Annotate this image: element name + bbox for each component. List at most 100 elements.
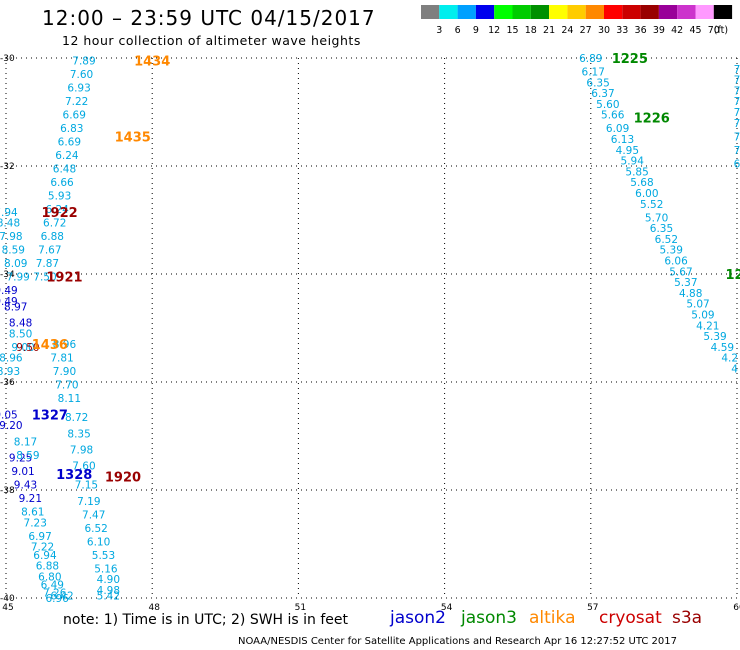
wave-height-value: 7.47	[82, 509, 105, 521]
wave-height-value: 7.22	[31, 542, 54, 554]
wave-height-value: 5.53	[92, 550, 115, 562]
color-bin	[567, 5, 586, 19]
wave-height-value: 8.09	[4, 258, 27, 270]
color-bin	[695, 5, 714, 19]
color-bin-label: 18	[525, 25, 537, 36]
color-bin	[658, 5, 678, 19]
color-bin	[494, 5, 513, 19]
x-tick-label: 54	[441, 603, 453, 613]
wave-height-value: 6	[734, 158, 740, 170]
wave-height-value: 6.00	[635, 188, 658, 200]
wave-height-value: 7.15	[75, 480, 98, 492]
wave-height-value: 6.88	[41, 231, 64, 243]
wave-height-value: 7.67	[38, 245, 61, 257]
pass-time-label: 1434	[134, 55, 170, 70]
wave-height-value: 6.09	[606, 123, 629, 135]
wave-height-value: 7.98	[0, 231, 23, 243]
wave-height-value: 8.50	[9, 328, 32, 340]
wave-height-value: 5.37	[674, 277, 697, 289]
wave-height-value: 5.67	[669, 266, 692, 278]
wave-height-value: 7.90	[53, 366, 76, 378]
note-text: note: 1) Time is in UTC; 2) SWH is in fe…	[63, 612, 349, 628]
wave-height-value: 8.48	[9, 318, 32, 330]
wave-height-value: 5.66	[601, 110, 625, 122]
wave-height-value: 6.13	[611, 134, 634, 146]
wave-height-value: 6.69	[58, 137, 81, 149]
color-bin-label: 39	[653, 25, 665, 36]
wave-height-value: 7.89	[72, 56, 95, 68]
color-bin	[622, 5, 641, 19]
wave-height-value: 6.48	[53, 164, 76, 176]
wave-height-value: 9.49	[0, 296, 18, 308]
wave-height-value: 7.70	[55, 380, 78, 392]
legend-jason3: jason3	[461, 608, 517, 628]
color-bin	[457, 5, 476, 19]
page-subtitle: 12 hour collection of altimeter wave hei…	[62, 33, 361, 48]
color-bin-label: 42	[671, 25, 683, 36]
wave-height-value: 4.59	[711, 342, 734, 354]
color-unit-label: (ft)	[714, 25, 728, 36]
color-bin	[512, 5, 531, 19]
color-bin	[713, 5, 733, 19]
wave-height-value: 7	[734, 118, 740, 130]
wave-height-value: 6.94	[33, 550, 57, 562]
wave-height-value: 4.90	[97, 574, 120, 586]
wave-height-value: 6.49	[41, 580, 64, 592]
pass-time-label: 1920	[105, 471, 141, 486]
wave-height-value: 6.37	[591, 88, 614, 100]
wave-height-value: 5.07	[686, 299, 709, 311]
wave-height-value: 7.94	[0, 207, 18, 219]
wave-height-value: 9.25	[9, 453, 32, 465]
y-tick-label: -30	[0, 54, 15, 64]
wave-height-value: 8.48	[0, 218, 20, 230]
wave-height-value: 8.35	[67, 428, 90, 440]
color-bin	[530, 5, 550, 19]
wave-height-value: 7.26	[43, 588, 67, 600]
wave-height-value: 9.50	[16, 342, 39, 354]
wave-height-value: 9.21	[19, 493, 42, 505]
x-tick-label: 60	[733, 603, 740, 613]
pass-time-label: 1435	[115, 130, 151, 145]
wave-height-value: 5.39	[660, 245, 683, 257]
color-bin	[421, 5, 440, 19]
color-scale-legend: 3 6 9 12 15 18 21 24 27 30 33 36 39 42 45 70(ft)	[421, 5, 733, 36]
color-bin-label: 12	[488, 25, 500, 36]
wave-height-value: 6.66	[50, 177, 74, 189]
color-bin	[604, 5, 623, 19]
wave-height-value: 4.21	[696, 320, 719, 332]
wave-height-value: 7	[734, 85, 740, 97]
wave-height-value: 5.39	[703, 331, 726, 343]
color-bin	[549, 5, 568, 19]
color-bin-label: 70	[708, 25, 720, 36]
wave-height-value: 5.60	[596, 99, 619, 111]
y-tick-label: -34	[0, 270, 15, 280]
color-bin-label: 24	[561, 25, 573, 36]
x-tick-label: 45	[2, 603, 13, 613]
wave-height-value: 5.93	[48, 191, 71, 203]
wave-height-value: 7	[734, 75, 740, 87]
wave-height-value: 9.01	[11, 466, 34, 478]
pass-time-label: 1922	[42, 206, 78, 221]
color-bin	[677, 5, 696, 19]
pass-time-label: 1225	[612, 52, 648, 67]
wave-height-value: 4.98	[97, 585, 120, 597]
color-bin-label: 3	[436, 25, 442, 36]
wave-height-value: 6.97	[28, 531, 51, 543]
color-bin-label: 45	[689, 25, 701, 36]
wave-height-value: 6.72	[43, 218, 66, 230]
wave-height-value: 8.59	[16, 450, 39, 462]
wave-height-value: 5.42	[97, 590, 120, 602]
wave-height-value: 8.97	[4, 301, 27, 313]
wave-height-value: 7.22	[65, 96, 88, 108]
wave-height-value: 7.81	[50, 353, 73, 365]
wave-height-value: 6.24	[55, 150, 79, 162]
wave-height-value: 7.19	[77, 496, 100, 508]
wave-height-value: 7.23	[24, 517, 47, 529]
wave-height-value: 9.49	[0, 285, 18, 297]
color-bin	[585, 5, 604, 19]
wave-height-value: 6.35	[650, 223, 673, 235]
y-tick-label: -40	[0, 594, 15, 604]
color-bin	[439, 5, 458, 19]
wave-height-value: 8.93	[0, 366, 20, 378]
